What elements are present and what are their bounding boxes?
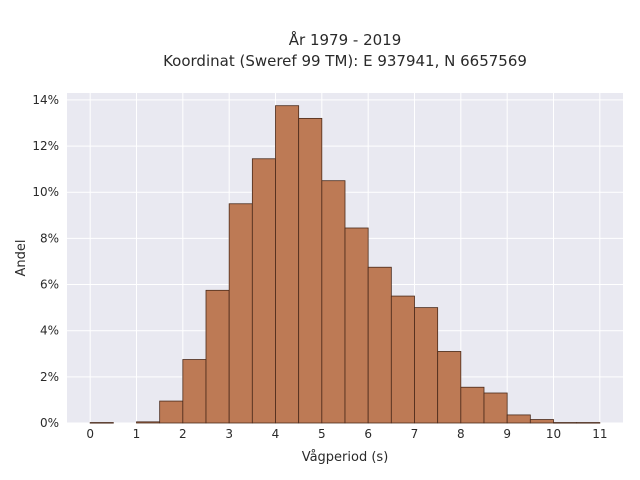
y-tick-label: 14% [32,93,59,107]
y-axis-label: Andel [14,240,29,277]
x-tick-label: 3 [225,427,233,441]
x-tick-label: 2 [179,427,187,441]
chart-title-line1: År 1979 - 2019 [289,30,402,49]
x-tick-label: 0 [86,427,94,441]
histogram-bar [553,422,578,424]
x-tick-label: 11 [592,427,607,441]
histogram-bar [483,392,508,424]
y-tick-label: 6% [40,278,59,292]
x-tick-label: 4 [272,427,280,441]
histogram-bar [182,359,207,424]
histogram-bar [344,227,369,424]
x-axis-label: Vågperiod (s) [302,450,389,465]
histogram-bar [89,422,114,424]
histogram-bar [390,295,415,424]
histogram-bar [460,386,485,424]
y-tick-labels: 0% 2% 4% 6% 8% 10% 12% 14% [32,93,59,430]
y-tick-label: 12% [32,139,59,153]
x-tick-label: 6 [364,427,372,441]
histogram-bar [321,180,346,424]
chart-title-line2: Koordinat (Sweref 99 TM): E 937941, N 66… [163,52,527,70]
y-tick-label: 0% [40,416,59,430]
histogram-bar [275,105,300,424]
histogram-bar [506,414,531,424]
histogram-bar [414,307,439,424]
histogram-bar [576,422,601,424]
x-tick-label: 10 [546,427,561,441]
histogram-bar [228,203,253,424]
x-tick-labels: 0 1 2 3 4 5 6 7 8 9 10 11 [86,427,607,441]
histogram-bar [437,351,462,424]
y-tick-label: 10% [32,185,59,199]
y-tick-label: 2% [40,370,59,384]
histogram-bar [367,266,392,424]
y-tick-label: 8% [40,231,59,245]
x-tick-label: 9 [503,427,511,441]
x-tick-label: 7 [411,427,419,441]
histogram-bar [136,421,161,424]
bars [89,105,601,424]
x-tick-label: 1 [133,427,141,441]
y-tick-label: 4% [40,324,59,338]
histogram-bar [298,117,323,424]
histogram-bar [159,400,184,424]
x-tick-label: 5 [318,427,326,441]
histogram-bar [205,289,230,424]
x-tick-label: 8 [457,427,465,441]
histogram-bar [251,158,276,424]
histogram-bar [529,419,554,424]
